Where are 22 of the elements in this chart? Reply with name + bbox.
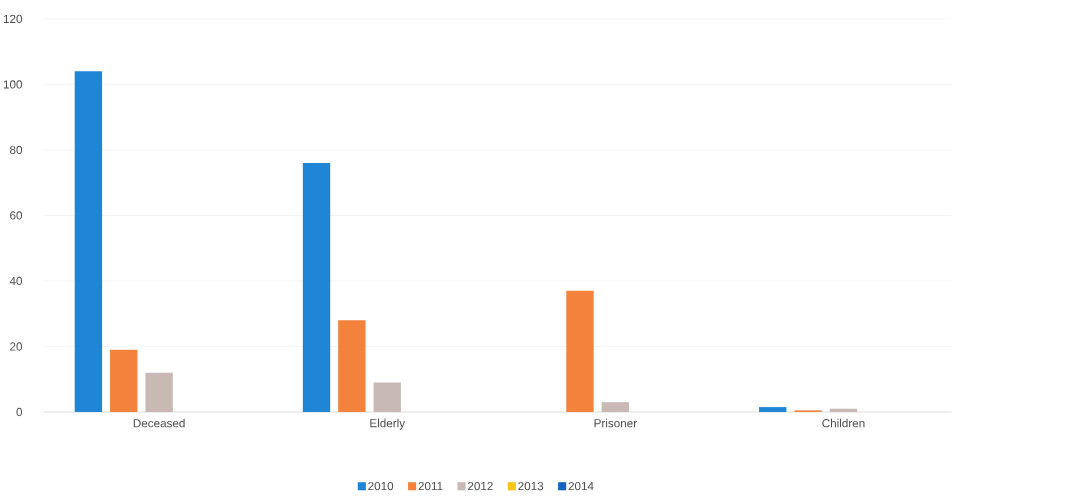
bar — [759, 407, 787, 413]
x-tick-label: Elderly — [370, 419, 406, 430]
y-tick-label: 60 — [10, 211, 23, 220]
bar — [338, 320, 366, 413]
y-tick-label: 20 — [10, 342, 23, 351]
y-tick-label: 0 — [16, 408, 23, 417]
x-tick-label: Prisoner — [594, 419, 637, 428]
legend-label: 2010 — [368, 482, 394, 491]
bar — [110, 349, 138, 413]
bar — [74, 71, 103, 413]
legend-label: 2014 — [568, 482, 594, 491]
y-tick-label: 120 — [3, 15, 23, 24]
y-tick-label: 100 — [3, 80, 23, 89]
legend-label: 2011 — [418, 482, 443, 491]
bar — [566, 291, 594, 413]
y-tick-label: 80 — [10, 146, 23, 155]
legend-label: 2013 — [518, 482, 544, 491]
y-tick-label: 40 — [9, 277, 23, 286]
x-tick-label: Children — [822, 419, 865, 428]
x-tick-label: Deceased — [133, 419, 185, 428]
bar — [302, 163, 331, 413]
legend-label: 2012 — [467, 482, 493, 491]
